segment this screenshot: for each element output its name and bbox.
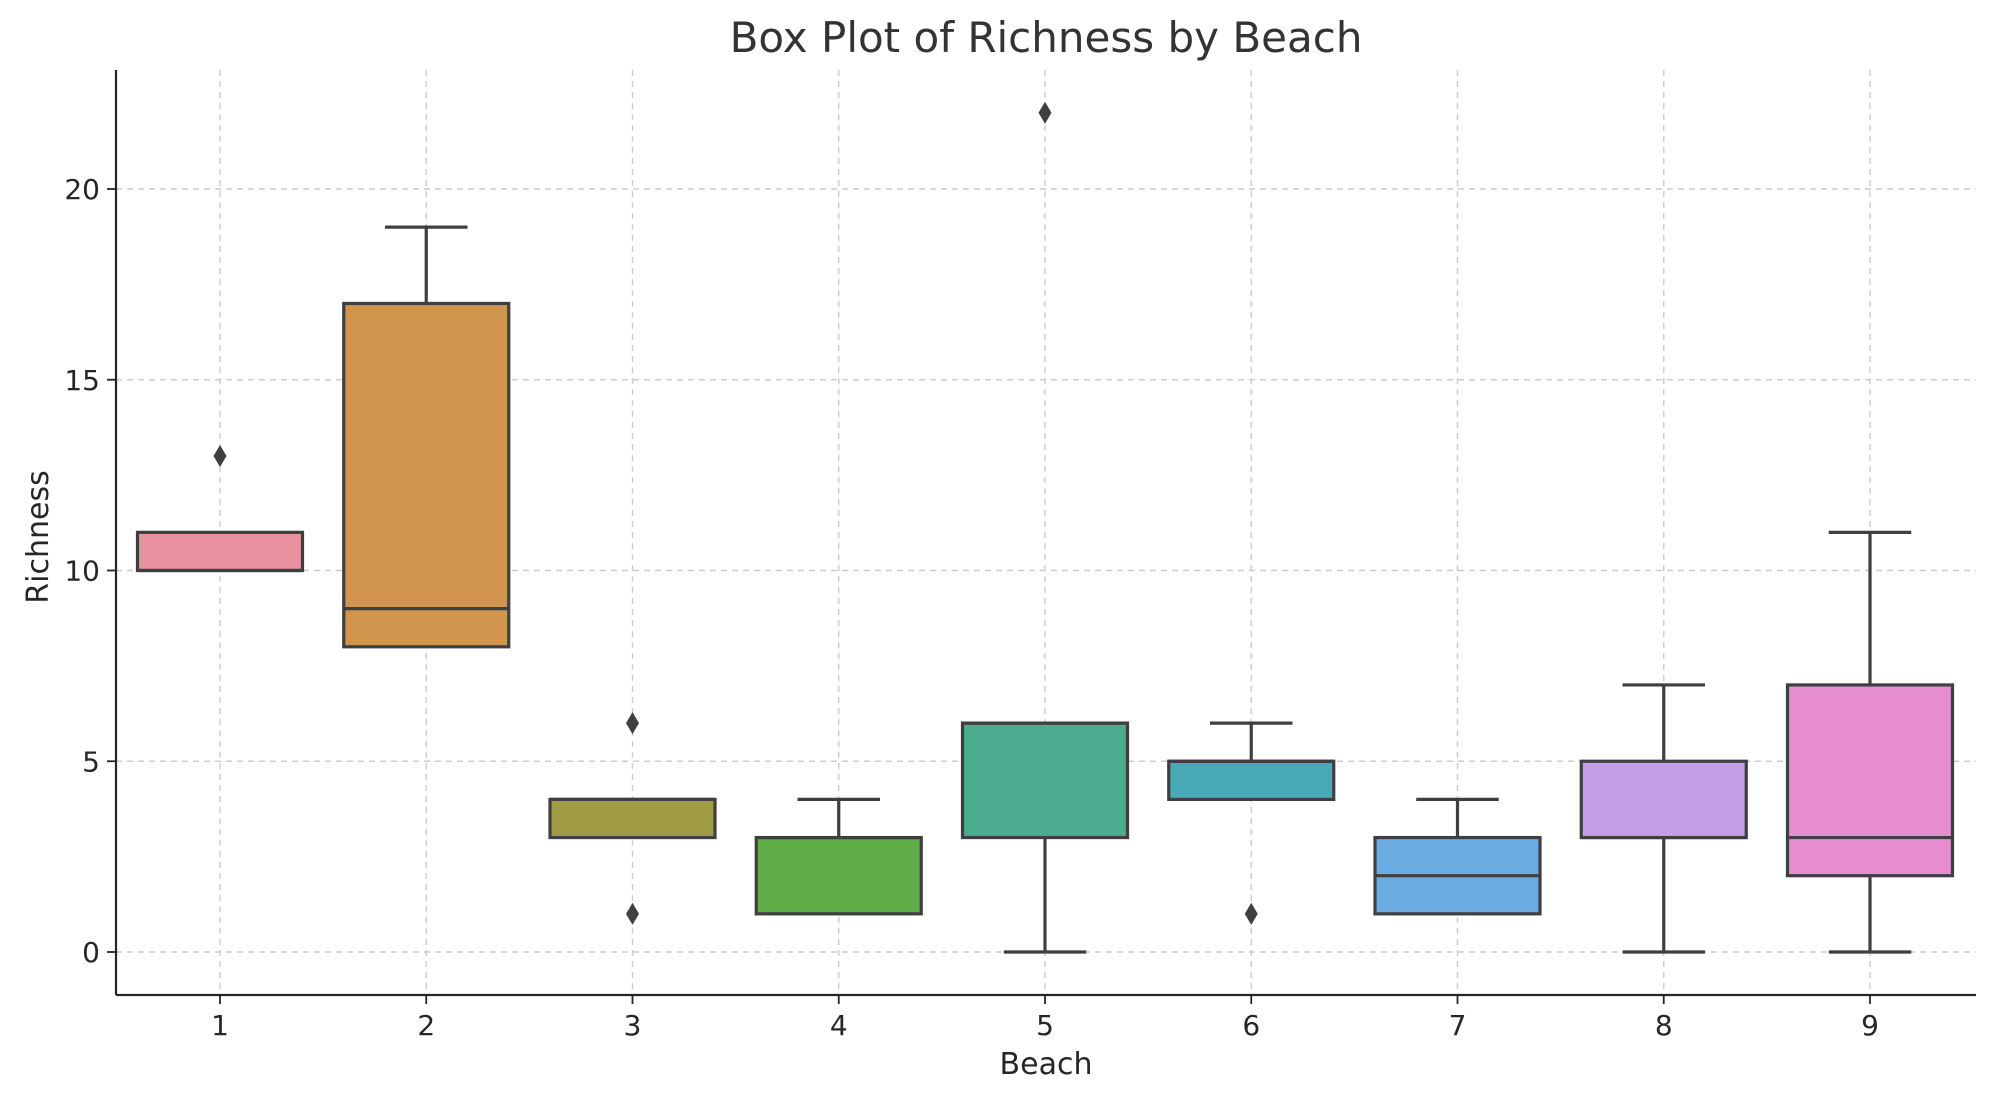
box-group-1: [135, 445, 305, 573]
x-axis-title: Beach: [1000, 1047, 1093, 1082]
box-body: [548, 797, 717, 840]
outlier-point: [1244, 902, 1258, 925]
y-tick-label: 10: [64, 555, 100, 588]
box-group-7: [1373, 797, 1542, 916]
boxes-layer: [135, 101, 1955, 954]
x-tick-label: 5: [1036, 1009, 1054, 1042]
x-tick-label: 9: [1861, 1009, 1879, 1042]
box-body: [342, 301, 511, 649]
chart-title: Box Plot of Richness by Beach: [730, 13, 1363, 62]
box-body: [1785, 683, 1955, 878]
box-body: [1579, 759, 1748, 840]
y-axis-title: Richness: [21, 470, 56, 603]
y-axis-ticks: 0 5 10 15 20: [64, 173, 116, 969]
x-tick-label: 2: [417, 1009, 435, 1042]
x-tick-label: 8: [1655, 1009, 1673, 1042]
box-group-3: [548, 712, 717, 925]
x-tick-label: 4: [830, 1009, 848, 1042]
outlier-point: [626, 712, 639, 735]
y-tick-label: 20: [64, 173, 100, 206]
box-group-5: [960, 101, 1130, 954]
box-group-4: [754, 797, 923, 916]
y-tick-label: 0: [82, 936, 100, 969]
x-tick-label: 7: [1449, 1009, 1467, 1042]
x-tick-label: 6: [1242, 1009, 1260, 1042]
y-tick-label: 5: [82, 745, 100, 778]
box-body: [754, 835, 923, 916]
y-tick-label: 15: [64, 364, 100, 397]
box-body: [1167, 759, 1336, 802]
box-body: [135, 530, 305, 573]
box-group-9: [1785, 530, 1955, 954]
box-group-2: [342, 225, 511, 649]
x-axis-ticks: 1 2 3 4 5 6 7 8 9: [211, 995, 1879, 1042]
box-group-6: [1167, 721, 1336, 925]
box-group-8: [1579, 683, 1748, 954]
outlier-point: [626, 902, 639, 925]
box-body: [960, 721, 1130, 840]
x-tick-label: 3: [624, 1009, 642, 1042]
outlier-point: [213, 445, 227, 468]
x-tick-label: 1: [211, 1009, 229, 1042]
outlier-point: [1038, 101, 1052, 124]
